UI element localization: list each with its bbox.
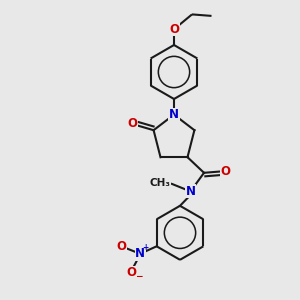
Text: −: − xyxy=(135,272,142,281)
Text: N: N xyxy=(169,108,179,121)
Text: O: O xyxy=(116,239,126,253)
Text: +: + xyxy=(142,243,148,252)
Text: N: N xyxy=(135,247,145,260)
Text: O: O xyxy=(128,117,138,130)
Text: N: N xyxy=(185,185,196,198)
Text: CH₃: CH₃ xyxy=(149,178,170,188)
Text: O: O xyxy=(220,165,231,178)
Text: O: O xyxy=(169,23,179,36)
Text: O: O xyxy=(127,266,137,279)
